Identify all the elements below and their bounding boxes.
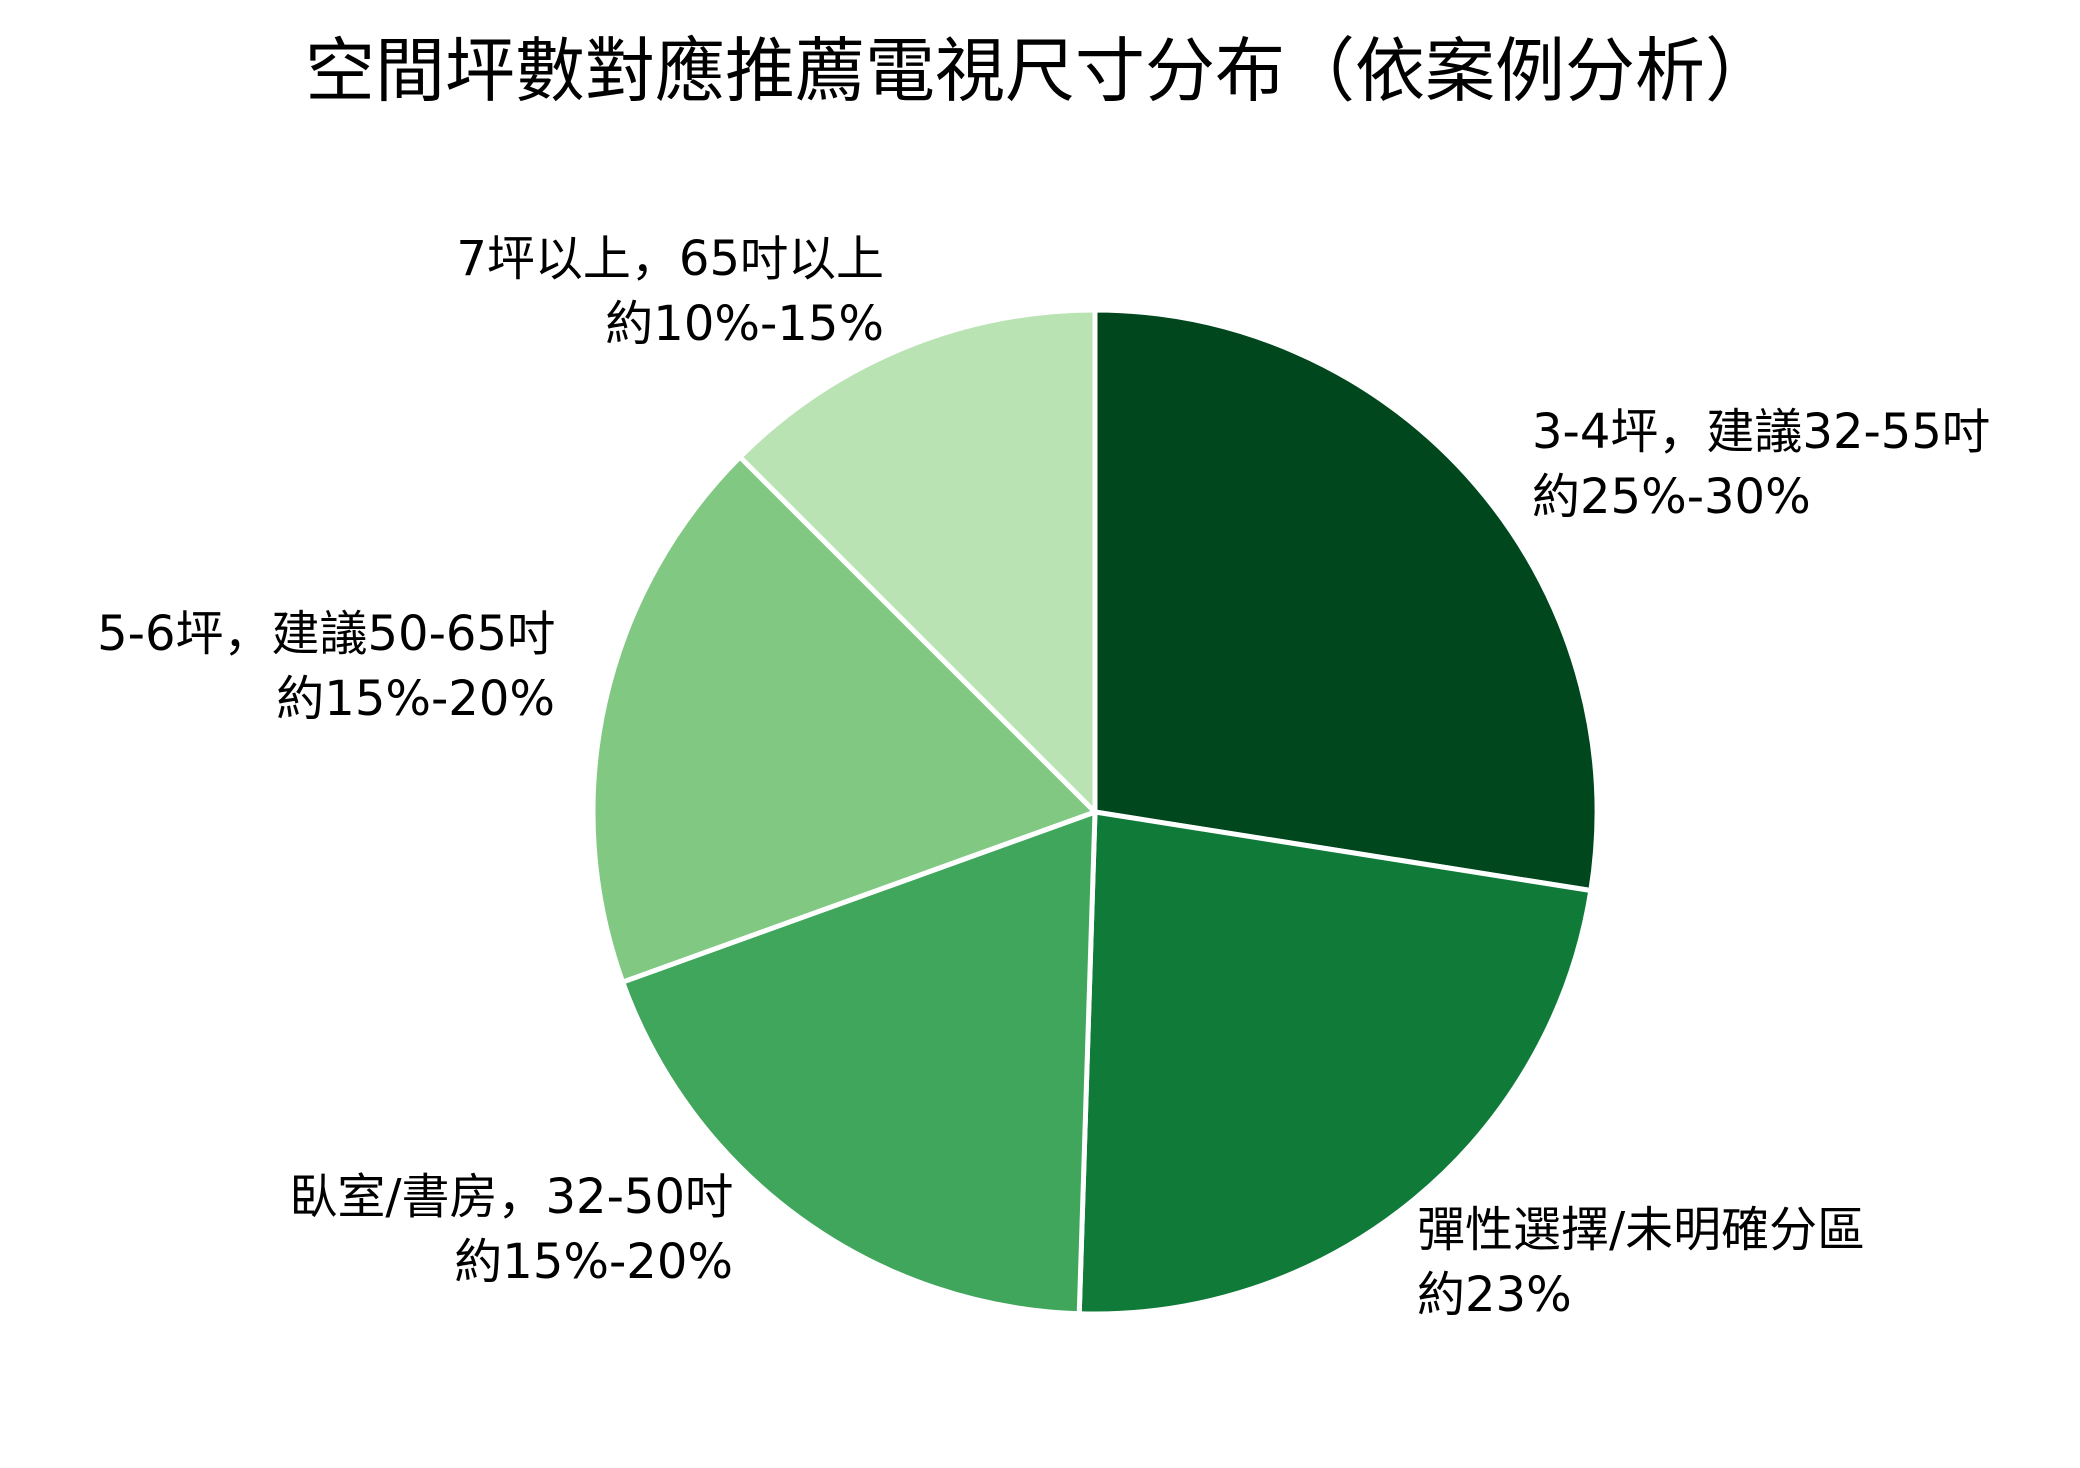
slice-label-3-line2: 約15%-20% — [454, 1234, 733, 1290]
slice-label-4-line2: 約15%-20% — [276, 671, 555, 727]
slice-label-1-line1: 3-4坪，建議32-55吋 — [1532, 404, 1990, 460]
pie-slices — [590, 307, 1600, 1317]
slice-label-5-line2: 約10%-15% — [605, 296, 884, 352]
slice-label-5-line1: 7坪以上，65吋以上 — [456, 231, 884, 287]
pie-slice-4 — [590, 454, 1098, 985]
pie-slice-3 — [620, 809, 1098, 1317]
chart-title: 空間坪數對應推薦電視尺寸分布（依案例分析） — [305, 30, 1775, 112]
slice-label-3-line1: 臥室/書房，32-50吋 — [289, 1169, 733, 1225]
pie-slice-1 — [1092, 307, 1600, 894]
pie-slice-5 — [737, 307, 1098, 815]
pie-slice-2 — [1076, 809, 1594, 1317]
slice-label-4-line1: 5-6坪，建議50-65吋 — [97, 606, 555, 662]
slice-label-2-line2: 約23% — [1417, 1267, 1572, 1323]
slice-label-1-line2: 約25%-30% — [1532, 469, 1811, 525]
slice-label-2-line1: 彈性選擇/未明確分區 — [1417, 1202, 1865, 1258]
